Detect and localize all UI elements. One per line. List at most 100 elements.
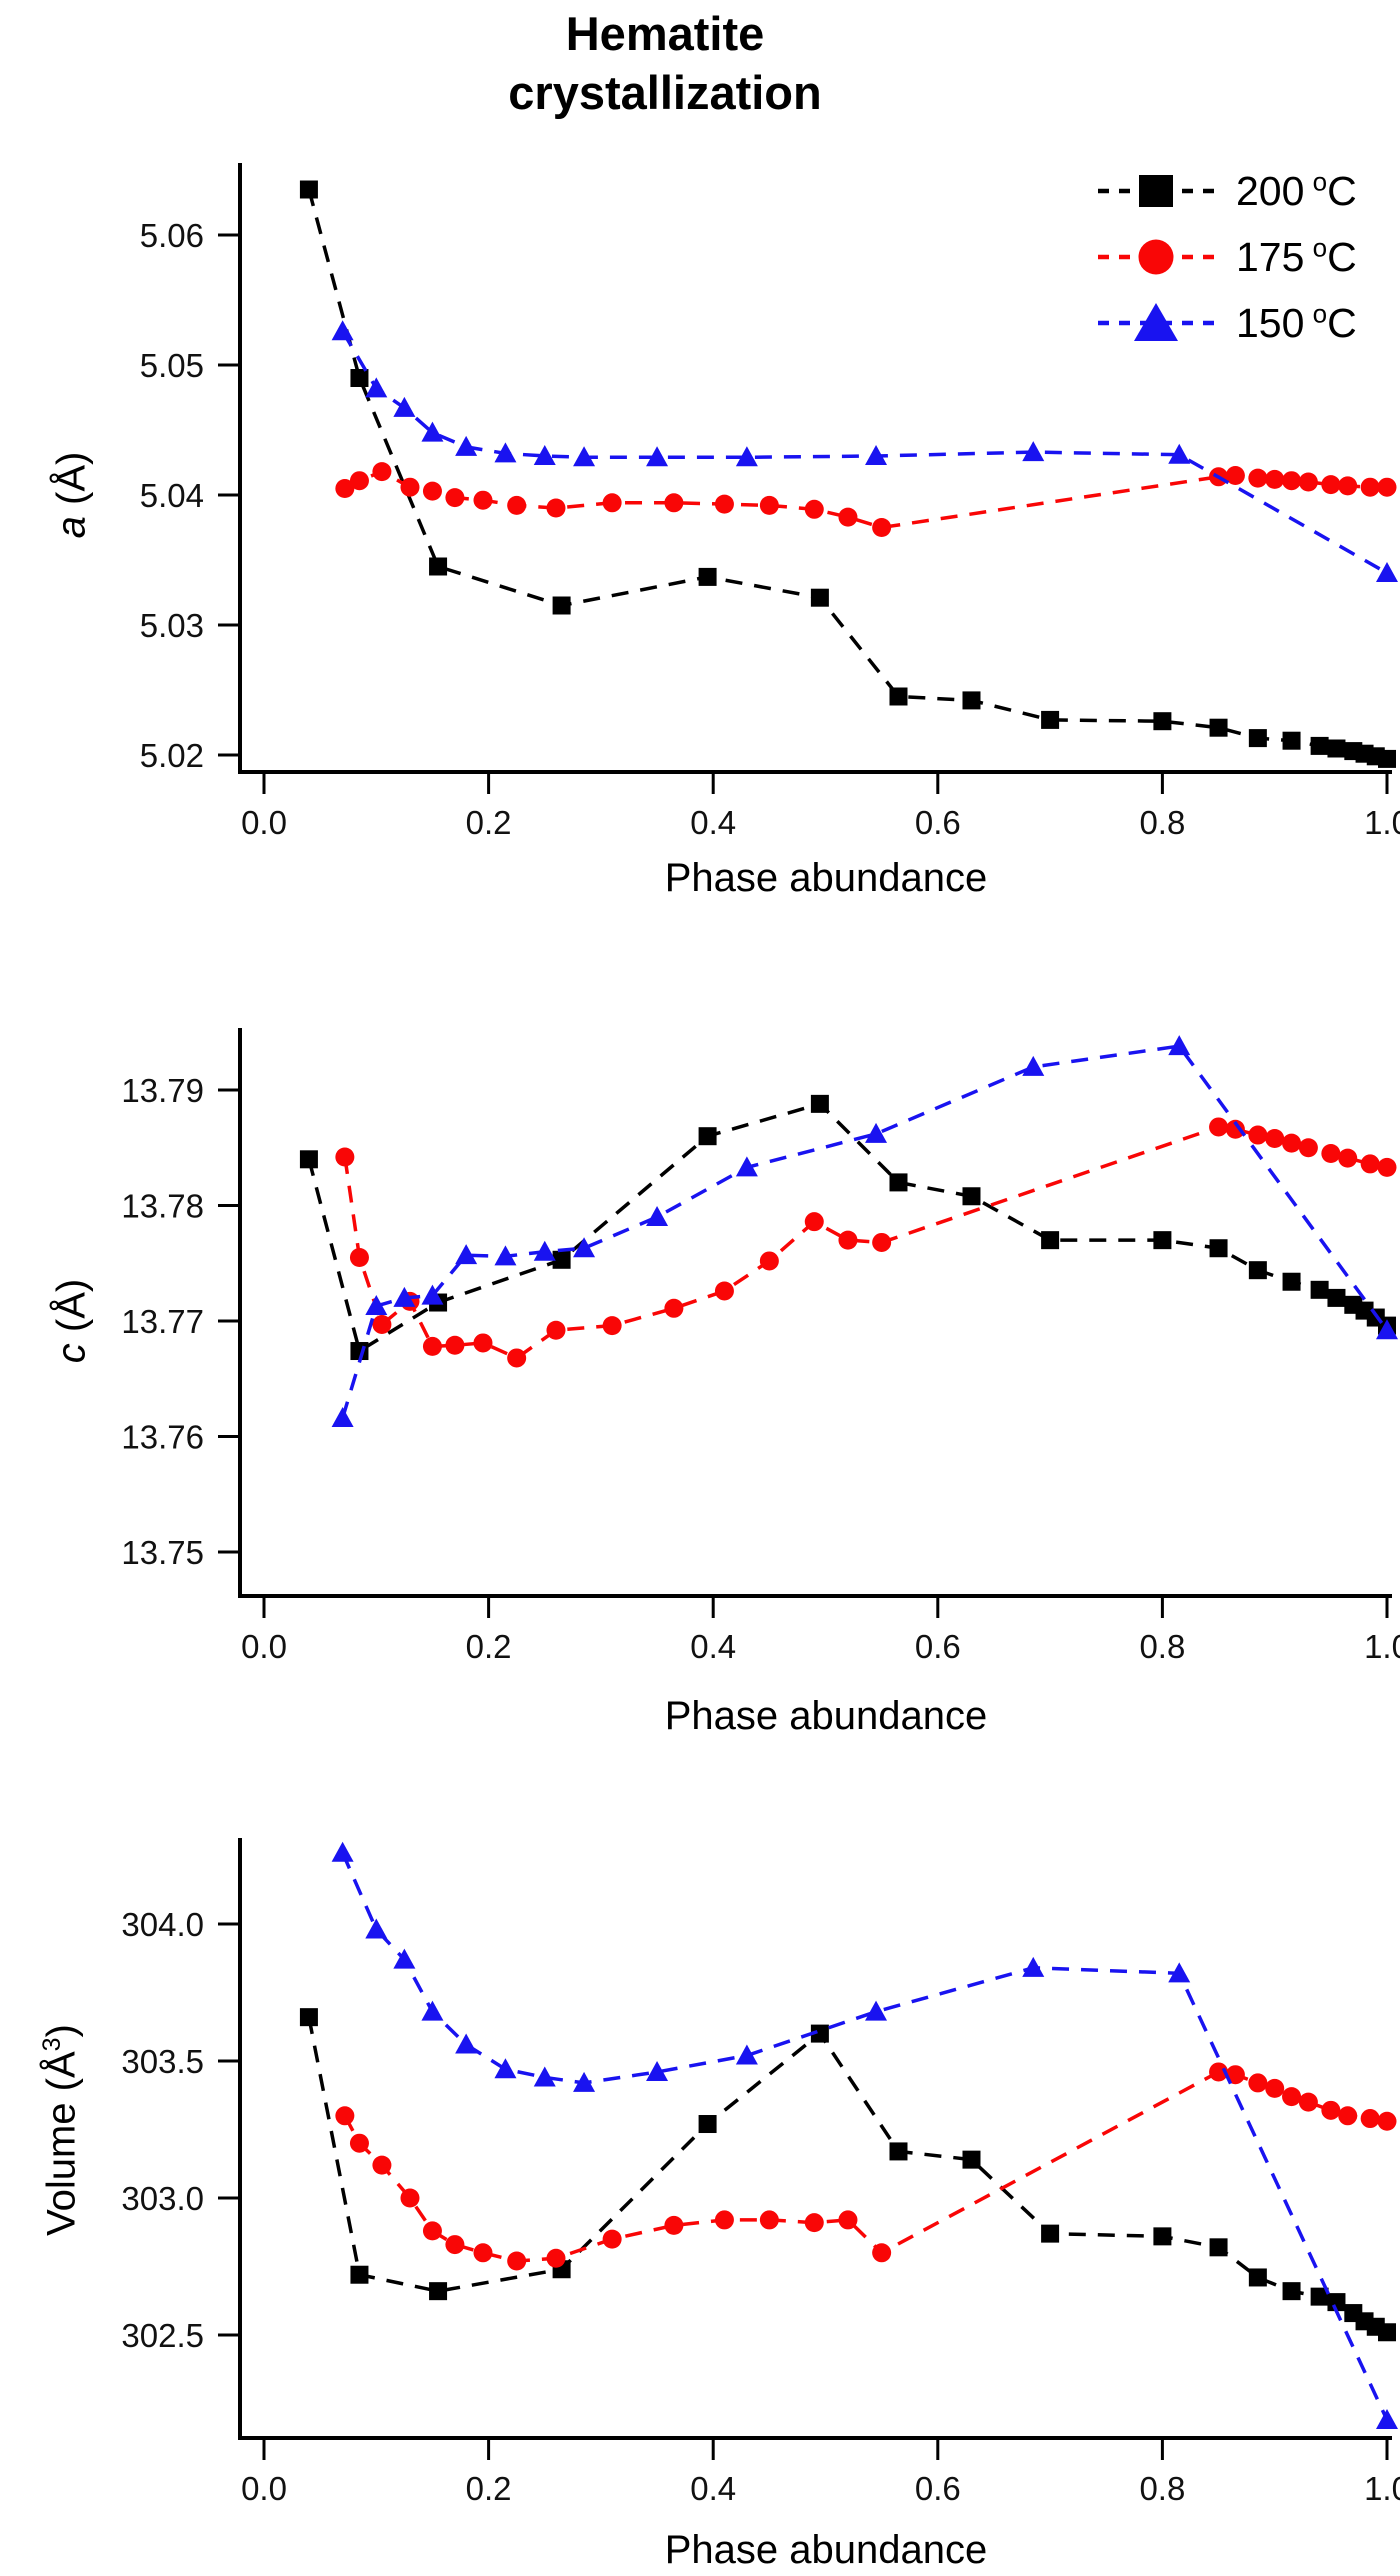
- x-tick-label: 0.0: [241, 2470, 287, 2507]
- data-point-square: [1310, 1280, 1329, 1299]
- data-point-square: [1041, 1231, 1060, 1250]
- plot-a: 5.02 5.03 5.04 5.05 5.06 0.0 0.2 0.4 0.6 0.8 1.0: [140, 163, 1400, 841]
- data-point-circle: [714, 494, 734, 514]
- data-point-square: [1282, 731, 1301, 750]
- data-point-square: [1327, 2293, 1346, 2312]
- data-point-square: [429, 2282, 448, 2301]
- y-tick-label: 5.06: [140, 217, 204, 254]
- data-point-circle: [335, 1147, 355, 1167]
- data-point-circle: [1360, 477, 1380, 497]
- data-point-square: [299, 180, 318, 199]
- data-point-triangle: [865, 445, 888, 465]
- series-line: [340, 1852, 1389, 2421]
- data-point-square: [698, 2115, 717, 2134]
- x-tick-label: 0.8: [1139, 804, 1185, 841]
- data-point-circle: [872, 1232, 892, 1252]
- data-point-circle: [838, 507, 858, 527]
- data-point-square: [698, 1127, 717, 1146]
- y-axis-label-segment: c: [49, 1343, 94, 1364]
- plot-a-series-150C: [331, 320, 1398, 582]
- series-line: [307, 2016, 1388, 2334]
- data-point-circle: [422, 1336, 442, 1356]
- square-marker-icon: [1098, 175, 1214, 207]
- data-point-triangle: [494, 1245, 517, 1266]
- data-point-square: [962, 691, 981, 710]
- data-point-circle: [422, 481, 442, 501]
- data-point-triangle: [646, 1206, 669, 1227]
- plot-a-series-175C: [335, 462, 1397, 537]
- y-tick-label: 13.76: [121, 1419, 204, 1456]
- data-point-triangle: [393, 1286, 416, 1307]
- data-point-square: [1209, 1239, 1228, 1258]
- data-point-square: [299, 1150, 318, 1169]
- data-point-square: [1041, 710, 1060, 729]
- circle-marker-icon: [1098, 239, 1214, 275]
- data-point-circle: [400, 477, 420, 497]
- data-point-circle: [804, 499, 824, 519]
- y-axis-label-segment: Volume (Å: [39, 2051, 84, 2236]
- data-point-circle: [1248, 468, 1268, 488]
- data-point-circle: [1265, 2078, 1285, 2098]
- data-point-square: [810, 2024, 829, 2043]
- y-tick-label: 5.04: [140, 477, 204, 514]
- data-point-circle: [804, 1212, 824, 1232]
- data-point-square: [299, 2008, 318, 2027]
- data-point-triangle: [533, 1240, 556, 1261]
- data-point-circle: [804, 2213, 824, 2233]
- data-point-square: [1310, 736, 1329, 755]
- x-tick-label: 1.0: [1364, 2470, 1400, 2507]
- data-point-circle: [1225, 2065, 1245, 2085]
- data-point-triangle: [573, 1237, 596, 1258]
- data-point-triangle: [331, 1407, 354, 1428]
- data-point-triangle: [1376, 562, 1398, 582]
- y-tick-label: 13.77: [121, 1303, 204, 1340]
- x-tick-label: 0.8: [1139, 1628, 1185, 1665]
- data-point-triangle: [393, 396, 416, 417]
- x-tick-label: 0.6: [915, 1628, 961, 1665]
- x-tick-label: 0.6: [915, 804, 961, 841]
- data-point-triangle: [365, 1294, 388, 1315]
- data-point-circle: [1338, 1148, 1358, 1168]
- data-point-circle: [335, 479, 355, 498]
- data-point-square: [889, 1173, 908, 1192]
- data-point-triangle: [646, 446, 669, 467]
- data-point-square: [1248, 729, 1267, 748]
- plot-c-series-175C: [335, 1117, 1397, 1368]
- plot-c-series-150C: [331, 1035, 1398, 1428]
- data-point-square: [1209, 718, 1228, 737]
- data-point-circle: [1360, 2109, 1380, 2129]
- data-point-circle: [759, 2210, 779, 2230]
- y-tick-label: 13.78: [121, 1188, 204, 1225]
- data-point-square: [1041, 2224, 1060, 2243]
- data-point-circle: [507, 2251, 527, 2271]
- data-point-circle: [664, 493, 684, 513]
- data-point-circle: [445, 2235, 465, 2255]
- data-point-circle: [872, 2243, 892, 2263]
- data-point-circle: [1248, 2073, 1268, 2093]
- data-point-triangle: [455, 435, 478, 456]
- y-tick-label: 303.5: [121, 2043, 204, 2080]
- data-point-triangle: [735, 446, 758, 467]
- y-axis-label-segment: 3: [38, 2037, 67, 2052]
- data-point-circle: [714, 1281, 734, 1301]
- figure-title-line1: Hematite: [565, 7, 765, 60]
- x-tick-label: 0.2: [466, 2470, 512, 2507]
- data-point-square: [1209, 2238, 1228, 2257]
- plot-a-series-200C: [299, 180, 1396, 768]
- data-point-circle: [372, 1314, 392, 1334]
- data-point-circle: [1338, 2106, 1358, 2126]
- data-point-square: [889, 687, 908, 706]
- x-tick-label: 0.8: [1139, 2470, 1185, 2507]
- data-point-circle: [507, 495, 527, 515]
- y-tick-label: 13.75: [121, 1534, 204, 1571]
- data-point-square: [552, 596, 571, 615]
- data-point-circle: [1377, 1157, 1397, 1177]
- data-point-triangle: [646, 2060, 669, 2081]
- data-point-square: [552, 1250, 571, 1269]
- data-point-circle: [602, 2229, 622, 2249]
- data-point-circle: [1298, 472, 1318, 492]
- y-axis-label-segment: (Å): [49, 1278, 94, 1344]
- y-axis-label-c: c (Å): [50, 1279, 95, 1363]
- y-tick-label: 5.03: [140, 607, 204, 644]
- data-point-circle: [602, 493, 622, 513]
